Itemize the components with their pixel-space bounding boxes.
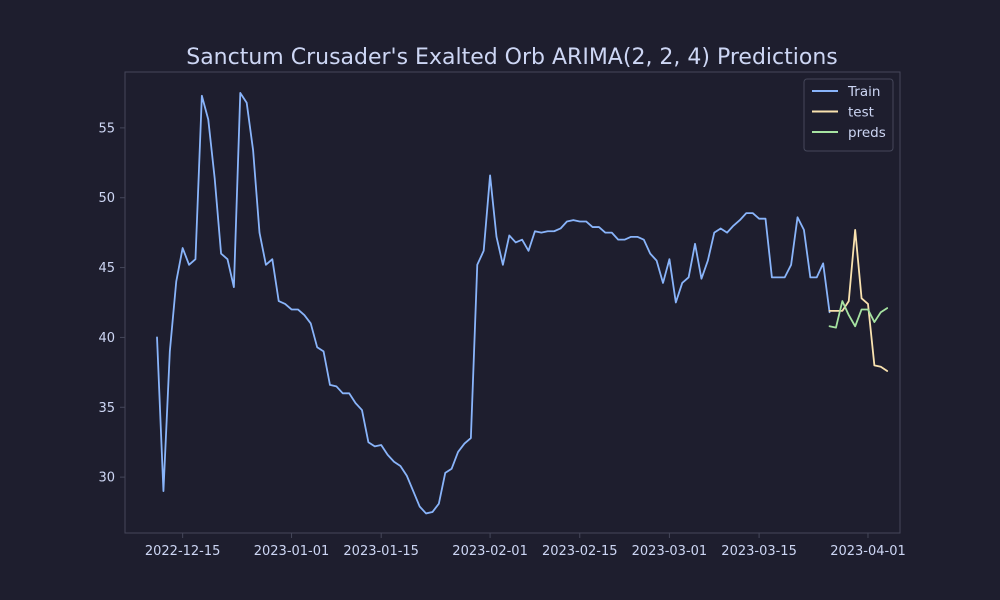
legend-label-preds: preds (848, 125, 886, 141)
x-tick-label: 2023-02-15 (542, 544, 618, 559)
x-tick-label: 2023-04-01 (830, 544, 906, 559)
legend-label-test: test (848, 105, 874, 121)
series-layer (156, 92, 889, 515)
legend: Train test preds (803, 78, 894, 152)
x-tick-label: 2023-01-01 (254, 544, 330, 559)
x-tick-label: 2023-02-01 (452, 544, 528, 559)
x-tick-label: 2023-03-01 (632, 544, 708, 559)
chart-title: Sanctum Crusader's Exalted Orb ARIMA(2, … (186, 45, 838, 70)
y-tick-label: 40 (98, 331, 115, 346)
x-tick-label: 2022-12-15 (145, 544, 221, 559)
y-tick-label: 50 (98, 191, 115, 206)
series-line-train (156, 92, 831, 515)
y-tick-label: 35 (98, 401, 115, 416)
x-axis: 2022-12-15 2023-01-01 2023-01-15 2023-02-01… (145, 533, 906, 559)
y-axis: 30 35 40 45 50 55 (98, 121, 125, 486)
y-tick-label: 30 (98, 471, 115, 486)
y-tick-label: 45 (98, 261, 115, 276)
y-tick-label: 55 (98, 121, 115, 136)
plot-area (124, 71, 901, 534)
x-tick-label: 2023-03-15 (721, 544, 797, 559)
x-tick-label: 2023-01-15 (343, 544, 419, 559)
series-line-preds (828, 300, 889, 329)
legend-label-train: Train (847, 84, 880, 100)
